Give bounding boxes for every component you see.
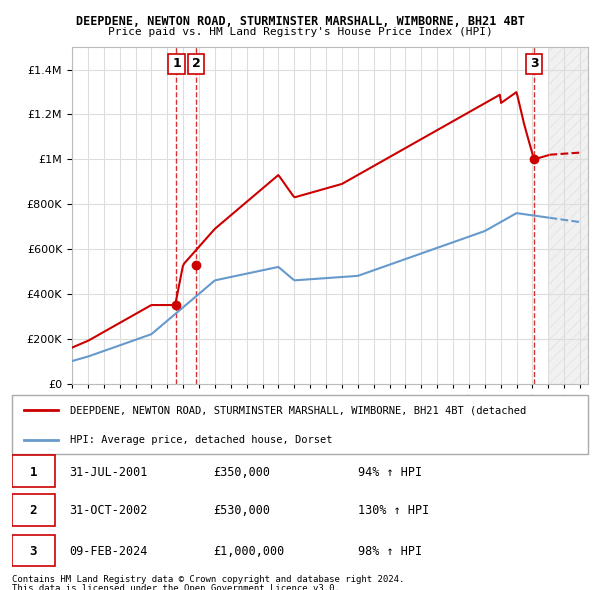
FancyBboxPatch shape: [12, 535, 55, 566]
Text: DEEPDENE, NEWTON ROAD, STURMINSTER MARSHALL, WIMBORNE, BH21 4BT (detached: DEEPDENE, NEWTON ROAD, STURMINSTER MARSH…: [70, 405, 526, 415]
Text: 2: 2: [29, 504, 37, 517]
Text: 1: 1: [172, 57, 181, 70]
Text: 94% ↑ HPI: 94% ↑ HPI: [358, 466, 422, 478]
Text: 98% ↑ HPI: 98% ↑ HPI: [358, 545, 422, 558]
Text: HPI: Average price, detached house, Dorset: HPI: Average price, detached house, Dors…: [70, 435, 332, 444]
Text: Price paid vs. HM Land Registry's House Price Index (HPI): Price paid vs. HM Land Registry's House …: [107, 27, 493, 37]
Text: 2: 2: [192, 57, 200, 70]
Text: £1,000,000: £1,000,000: [214, 545, 285, 558]
Text: £530,000: £530,000: [214, 504, 271, 517]
Text: This data is licensed under the Open Government Licence v3.0.: This data is licensed under the Open Gov…: [12, 584, 340, 590]
FancyBboxPatch shape: [12, 494, 55, 526]
Text: 31-OCT-2002: 31-OCT-2002: [70, 504, 148, 517]
Bar: [548, 47, 588, 384]
Text: 3: 3: [530, 57, 538, 70]
Text: 1: 1: [29, 466, 37, 478]
Text: 09-FEB-2024: 09-FEB-2024: [70, 545, 148, 558]
FancyBboxPatch shape: [12, 455, 55, 487]
Text: 3: 3: [29, 545, 37, 558]
Text: £350,000: £350,000: [214, 466, 271, 478]
Text: 31-JUL-2001: 31-JUL-2001: [70, 466, 148, 478]
Text: 130% ↑ HPI: 130% ↑ HPI: [358, 504, 429, 517]
FancyBboxPatch shape: [12, 395, 588, 454]
Text: DEEPDENE, NEWTON ROAD, STURMINSTER MARSHALL, WIMBORNE, BH21 4BT: DEEPDENE, NEWTON ROAD, STURMINSTER MARSH…: [76, 15, 524, 28]
Text: Contains HM Land Registry data © Crown copyright and database right 2024.: Contains HM Land Registry data © Crown c…: [12, 575, 404, 584]
